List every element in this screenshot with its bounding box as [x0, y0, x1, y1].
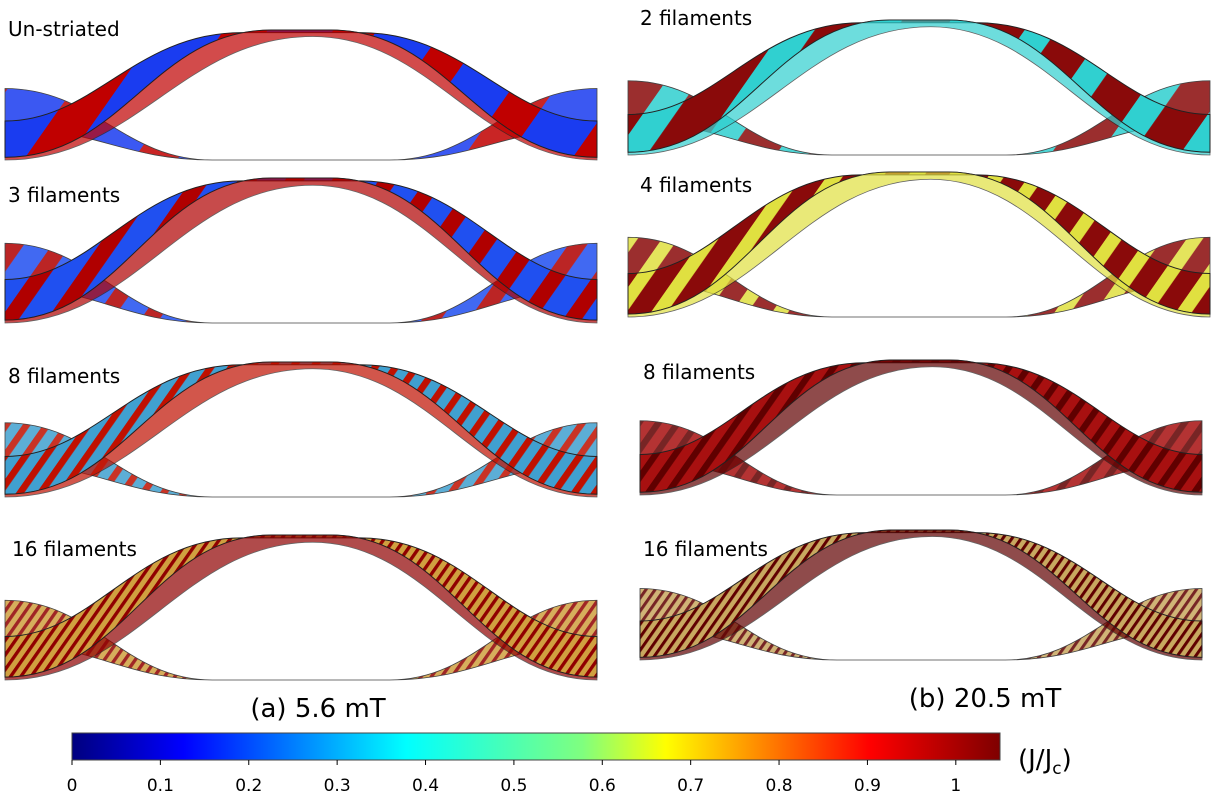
tape [4, 361, 598, 498]
unit-text: (J/J [1018, 745, 1052, 775]
tape-back [639, 588, 1203, 661]
panel-label: 3 filaments [8, 183, 120, 207]
tape-back [627, 236, 1211, 318]
tick-label: 0 [67, 776, 78, 796]
tape-back [639, 420, 1203, 496]
tape-edge [639, 359, 1203, 496]
tape [639, 529, 1203, 661]
tape-edge [4, 534, 598, 681]
tick-label: 0.6 [589, 776, 616, 796]
tape [4, 177, 598, 324]
panel-label: 16 filaments [643, 537, 768, 561]
tick-label: 0.2 [235, 776, 262, 796]
tape-back [4, 242, 598, 324]
tape [639, 359, 1203, 496]
panel-label: 2 filaments [640, 6, 752, 30]
tape-back [4, 88, 598, 161]
panel-label: Un-striated [8, 17, 120, 41]
tick-label: 0.8 [766, 776, 793, 796]
tick-label: 0.9 [854, 776, 881, 796]
tape [4, 534, 598, 681]
panel-label: 8 filaments [643, 360, 755, 384]
caption: (a) 5.6 mT [250, 694, 385, 724]
tick-label: 1 [950, 776, 961, 796]
tape-edge [4, 177, 598, 324]
tape-back [627, 80, 1211, 156]
unit-subscript: c [1052, 759, 1061, 779]
panel-label: 16 filaments [12, 537, 137, 561]
tick-label: 0.1 [147, 776, 174, 796]
tick-label: 0.4 [412, 776, 439, 796]
panels [4, 19, 1211, 681]
panel-label: 4 filaments [640, 173, 752, 197]
tick-label: 0.7 [677, 776, 704, 796]
tape [627, 19, 1211, 156]
tape [4, 29, 598, 161]
tape-back [4, 599, 598, 681]
colorbar-unit: (J/Jc) [1018, 745, 1072, 779]
unit-close: ) [1062, 745, 1072, 775]
tape [627, 171, 1211, 318]
tape-back [4, 422, 598, 498]
tape-edge [627, 19, 1211, 156]
tape-edge [639, 529, 1203, 661]
panel-label: 8 filaments [8, 364, 120, 388]
tape-edge [4, 29, 598, 161]
tick-label: 0.5 [500, 776, 527, 796]
tape-edge [4, 361, 598, 498]
caption: (b) 20.5 mT [909, 684, 1062, 714]
tick-label: 0.3 [324, 776, 351, 796]
colorbar [71, 732, 1001, 761]
colorbar-ticks: 0 0.1 0.2 0.3 0.4 0.5 0.6 0.7 0.8 0.9 1 [67, 760, 961, 796]
tape-edge [627, 171, 1211, 318]
